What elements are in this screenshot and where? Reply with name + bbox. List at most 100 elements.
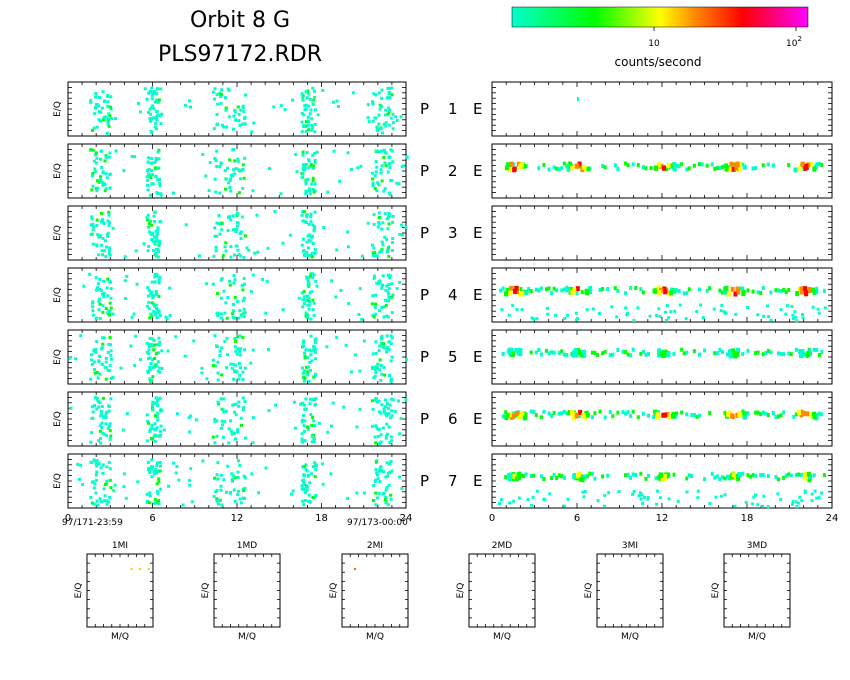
left-pixel (149, 176, 153, 180)
left-pixel (106, 311, 110, 315)
left-pixel (124, 496, 128, 500)
left-pixel (94, 473, 98, 477)
left-pixel (378, 358, 382, 362)
left-pixel (300, 111, 304, 115)
left-pixel (109, 486, 113, 490)
left-pixel (148, 112, 152, 116)
right-pixel (632, 489, 636, 493)
left-pixel (388, 166, 392, 170)
left-pixel (148, 365, 152, 369)
left-pixel (214, 245, 218, 249)
left-pixel (145, 175, 149, 179)
left-pixel (108, 429, 112, 433)
right-pixel (696, 489, 700, 493)
left-pixel (99, 157, 103, 161)
right-pixel (756, 410, 760, 415)
left-pixel (181, 503, 185, 507)
left-pixel (220, 221, 224, 225)
left-pixel (371, 184, 375, 188)
right-pixel (501, 414, 505, 419)
left-pixel (312, 301, 316, 305)
left-pixel (158, 242, 162, 246)
right-pixel (515, 289, 520, 295)
right-pixel (685, 476, 689, 481)
left-pixel (301, 298, 305, 302)
left-pixel (232, 488, 236, 492)
right-pixel (504, 475, 508, 480)
left-pixel (215, 292, 219, 296)
left-pixel (384, 288, 388, 292)
right-pixel (634, 472, 638, 477)
left-pixel (158, 366, 162, 370)
left-pixel (400, 486, 404, 490)
left-pixel (147, 156, 151, 160)
left-pixel (151, 465, 155, 469)
left-pixel (194, 418, 198, 422)
left-pixel (146, 218, 150, 222)
left-pixel (102, 182, 106, 186)
left-pixel (301, 94, 305, 98)
left-pixel (232, 114, 236, 118)
left-pixel (310, 472, 314, 476)
left-pixel (232, 309, 236, 313)
right-pixel (603, 165, 607, 170)
left-pixel (385, 284, 389, 288)
left-pixel (226, 215, 230, 219)
left-pixel (80, 483, 84, 487)
left-pixel (374, 424, 378, 428)
left-pixel (108, 336, 112, 340)
left-pixel (240, 215, 244, 219)
left-pixel (150, 86, 154, 90)
left-pixel (387, 245, 391, 249)
left-pixel (310, 123, 314, 127)
right-pixel (603, 493, 607, 497)
right-pixel (648, 314, 652, 318)
left-pixel (92, 360, 96, 364)
right-pixel (580, 290, 584, 295)
left-pixel (153, 125, 157, 129)
left-pixel (336, 104, 340, 108)
left-pixel (102, 292, 106, 296)
right-pixel (761, 286, 765, 291)
left-pixel (97, 439, 101, 443)
left-pixel (157, 295, 161, 299)
left-pixel (159, 464, 163, 468)
left-pixel (307, 300, 311, 304)
left-pixel (132, 155, 136, 159)
right-pixel (588, 289, 593, 295)
right-pixel (616, 348, 620, 353)
right-pixel (784, 473, 788, 478)
left-pixel (302, 295, 306, 299)
left-pixel (223, 245, 227, 249)
left-pixel (105, 245, 109, 249)
right-pixel (724, 166, 729, 172)
right-pixel (641, 349, 645, 354)
left-pixel (366, 116, 370, 120)
left-pixel (306, 119, 310, 123)
left-pixel (155, 87, 159, 91)
right-panel-6 (491, 391, 833, 447)
left-pixel (155, 470, 159, 474)
right-pixel (731, 475, 736, 481)
left-pixel (315, 464, 319, 468)
right-pixel (560, 474, 564, 479)
right-pixel (718, 477, 722, 482)
left-pixel (187, 416, 191, 420)
left-pixel (390, 282, 394, 286)
right-pixel (727, 167, 732, 173)
left-pixel (311, 86, 315, 90)
right-pixel (585, 412, 590, 418)
left-pixel (304, 162, 308, 166)
right-pixel (579, 476, 584, 482)
left-pixel (150, 301, 154, 305)
left-pixel (382, 155, 386, 159)
right-pixel (774, 474, 778, 479)
left-pixel (220, 228, 224, 232)
left-pixel (314, 373, 318, 377)
right-pixel (659, 350, 664, 356)
left-pixel (233, 295, 237, 299)
left-pixel (109, 434, 113, 438)
right-pixel (530, 503, 534, 507)
left-pixel (302, 379, 306, 383)
